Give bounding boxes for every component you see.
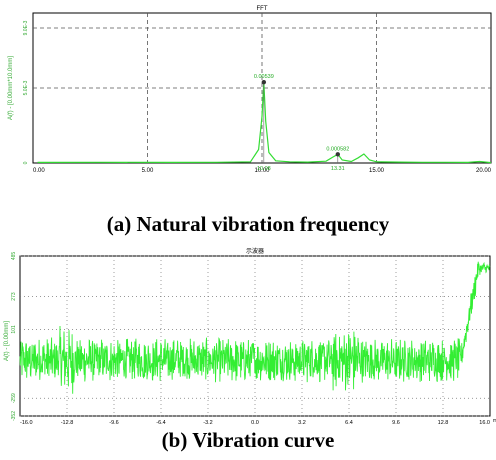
- fft-peak-point: [261, 79, 267, 85]
- fft-x-tick-label: 0.00: [33, 168, 45, 174]
- vibration-chart-panel: 示波器 A(t) - [0.00mm] -16.0 -12.8 -9.6 -6.4 -3…: [0, 246, 496, 430]
- fft-y-tick-label: 9.0E-3: [23, 20, 29, 35]
- fft-grid: [33, 13, 491, 163]
- fft-spectrum-line: [37, 82, 492, 164]
- fft-y-tick-label: 0: [23, 161, 29, 164]
- fft-chart: FFT A(f) - [0.00mm*10.0mm] 0.00 5.00 10.00…: [0, 0, 496, 185]
- fft-title: FFT: [257, 6, 268, 12]
- vibration-x-unit-label: ms: [493, 418, 496, 424]
- fft-x-tick-label: 20.00: [476, 168, 492, 174]
- fft-chart-panel: FFT A(f) - [0.00mm*10.0mm] 0.00 5.00 10.00…: [0, 0, 496, 185]
- fft-y-axis-label: A(f) - [0.00mm*10.0mm]: [8, 56, 14, 120]
- vibration-y-tick-label: -352: [11, 411, 17, 421]
- vibration-caption: (b) Vibration curve: [161, 428, 335, 452]
- fft-peak-frequency-label: 13.31: [331, 166, 345, 172]
- vibration-x-tick-label: 9.6: [392, 420, 400, 426]
- vibration-x-tick-label: -6.4: [156, 420, 165, 426]
- vibration-y-tick-label: -259: [11, 393, 17, 403]
- fft-ticks: 0.00 5.00 10.00 15.00 20.00 0 5.0E-3 9.0E-3: [23, 20, 492, 174]
- vibration-x-tick-label: 6.4: [345, 420, 353, 426]
- vibration-x-tick-label: 12.8: [438, 420, 449, 426]
- fft-peak-value-label: 0.00539: [254, 74, 274, 80]
- vibration-ticks: -16.0 -12.8 -9.6 -6.4 -3.2 0.0 3.2 6.4 9.6 12.8 16…: [11, 252, 496, 426]
- fft-x-tick-label: 5.00: [142, 168, 154, 174]
- vibration-x-tick-label: -3.2: [203, 420, 212, 426]
- vibration-x-tick-label: -12.8: [61, 420, 74, 426]
- fft-x-tick-label: 10.00: [254, 168, 270, 174]
- fft-x-tick-label: 15.00: [369, 168, 385, 174]
- vibration-x-tick-label: 3.2: [298, 420, 306, 426]
- vibration-y-tick-label: 485: [11, 252, 17, 261]
- fft-peak-point: [335, 152, 340, 157]
- vibration-x-tick-label: -16.0: [20, 420, 33, 426]
- vibration-x-tick-label: -9.6: [109, 420, 118, 426]
- fft-y-tick-label: 5.0E-3: [23, 80, 29, 95]
- fft-peak-value-label: 0.000582: [326, 146, 349, 152]
- vibration-chart: 示波器 A(t) - [0.00mm] -16.0 -12.8 -9.6 -6.4 -3…: [0, 246, 496, 430]
- fft-caption: (a) Natural vibration frequency: [106, 212, 390, 236]
- fft-peak-frequency-label: 10.08: [257, 166, 271, 172]
- vibration-x-tick-label: 16.0: [479, 420, 490, 426]
- fft-peaks: 0.00539 10.08 0.000582 13.31: [254, 74, 349, 172]
- vibration-series: [19, 261, 491, 394]
- vibration-x-tick-label: 0.0: [251, 420, 259, 426]
- vibration-signal-line: [19, 261, 491, 394]
- vibration-title: 示波器: [246, 247, 264, 255]
- fft-series: [37, 82, 492, 164]
- vibration-y-tick-label: 273: [11, 292, 17, 301]
- vibration-y-tick-label: 101: [11, 325, 17, 334]
- vibration-y-axis-label: A(t) - [0.00mm]: [4, 321, 10, 361]
